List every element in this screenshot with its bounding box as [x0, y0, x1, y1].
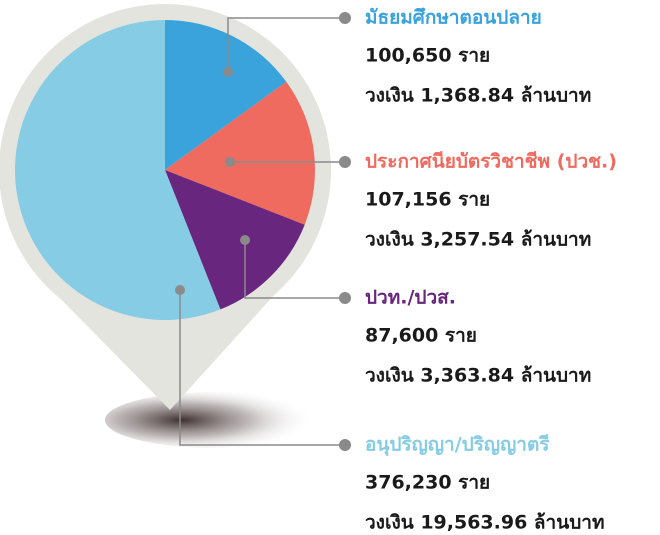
pie-slice [165, 170, 305, 310]
leader-dot [240, 235, 250, 245]
leader-dot [175, 285, 185, 295]
legend-dot [339, 12, 351, 24]
amount-label: วงเงิน 19,563.96 ล้านบาท [365, 512, 604, 534]
value-label: 107,156 ราย [365, 189, 490, 211]
leader-dot [223, 67, 233, 77]
pie [15, 20, 316, 320]
legend-dot [339, 156, 351, 168]
category-label: ปวท./ปวส. [365, 287, 456, 309]
category-label: อนุปริญญา/ปริญญาตรี [365, 434, 550, 457]
legend-dot [339, 439, 351, 451]
pie-slice [15, 20, 221, 320]
legend-dot [339, 292, 351, 304]
value-label: 87,600 ราย [365, 325, 477, 347]
leader-line [244, 240, 345, 299]
amount-label: วงเงิน 3,363.84 ล้านบาท [365, 365, 591, 387]
pie-slice [165, 20, 287, 170]
amount-label: วงเงิน 3,257.54 ล้านบาท [365, 229, 591, 251]
value-label: 100,650 ราย [365, 45, 490, 67]
amount-label: วงเงิน 1,368.84 ล้านบาท [365, 85, 591, 107]
leader-line [179, 290, 345, 446]
leader-dot [225, 157, 235, 167]
leader-line [227, 17, 345, 72]
value-label: 376,230 ราย [365, 472, 490, 494]
category-label: ประกาศนียบัตรวิชาชีพ (ปวช.) [365, 151, 617, 173]
pie-slice [165, 81, 316, 225]
pin-shadow [105, 392, 325, 448]
category-label: มัธยมศึกษาตอนปลาย [365, 7, 542, 29]
